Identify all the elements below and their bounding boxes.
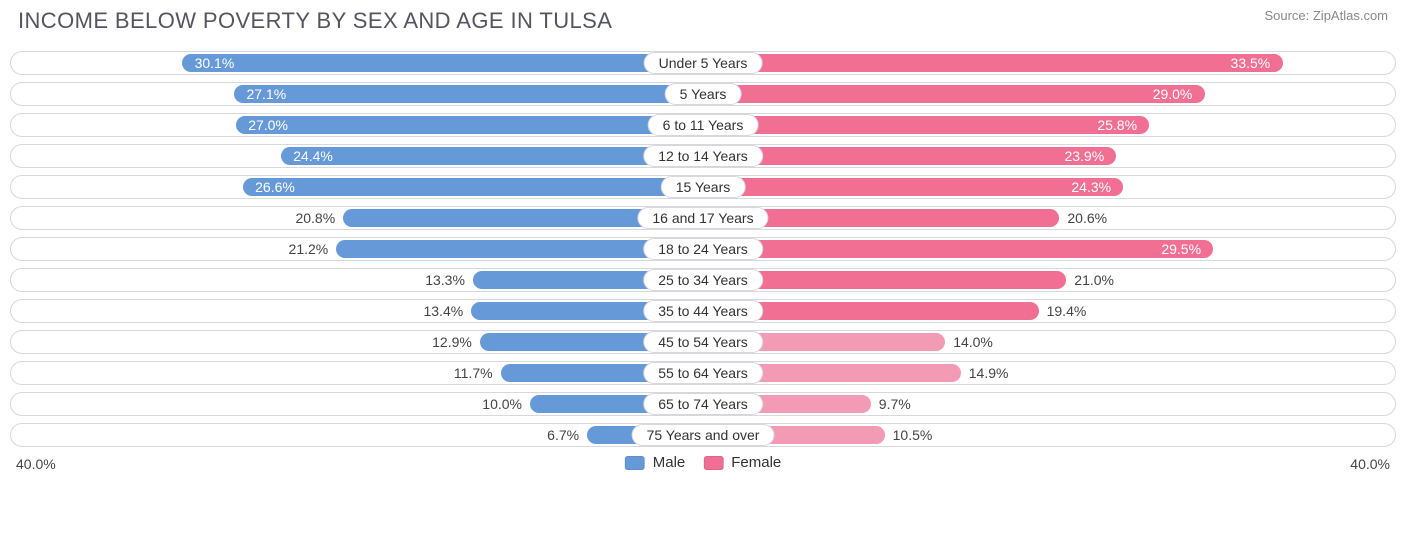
category-pill: Under 5 Years <box>644 52 763 74</box>
chart-title: INCOME BELOW POVERTY BY SEX AND AGE IN T… <box>18 8 612 34</box>
category-pill: 75 Years and over <box>632 424 775 446</box>
female-bar <box>703 178 1123 196</box>
male-value-label: 27.0% <box>248 117 288 133</box>
female-bar <box>703 85 1205 103</box>
male-bar <box>281 147 703 165</box>
female-value-label: 14.9% <box>969 365 1009 381</box>
male-value-label: 6.7% <box>547 427 579 443</box>
category-row: 27.0% 25.8% 6 to 11 Years <box>10 113 1396 137</box>
male-bar <box>236 116 703 134</box>
male-value-label: 10.0% <box>482 396 522 412</box>
chart-source: Source: ZipAtlas.com <box>1264 8 1388 23</box>
category-row: 20.8% 20.6% 16 and 17 Years <box>10 206 1396 230</box>
poverty-pyramid-chart: INCOME BELOW POVERTY BY SEX AND AGE IN T… <box>0 0 1406 486</box>
chart-rows: 30.1% 33.5% Under 5 Years 27.1% 29.0% 5 Years… <box>0 51 1406 447</box>
axis-max-left: 40.0% <box>16 456 56 472</box>
legend-male: Male <box>625 454 686 471</box>
male-value-label: 30.1% <box>195 55 235 71</box>
female-value-label: 33.5% <box>1231 55 1271 71</box>
category-pill: 35 to 44 Years <box>643 300 763 322</box>
female-value-label: 25.8% <box>1097 117 1137 133</box>
female-value-label: 9.7% <box>879 396 911 412</box>
male-value-label: 21.2% <box>289 241 329 257</box>
category-row: 13.3% 21.0% 25 to 34 Years <box>10 268 1396 292</box>
male-value-label: 24.4% <box>293 148 333 164</box>
legend-female: Female <box>703 454 781 471</box>
female-value-label: 10.5% <box>893 427 933 443</box>
male-value-label: 20.8% <box>295 210 335 226</box>
legend: Male Female <box>625 454 782 471</box>
male-value-label: 26.6% <box>255 179 295 195</box>
category-pill: 45 to 54 Years <box>643 331 763 353</box>
legend-label-male: Male <box>653 454 686 471</box>
female-value-label: 23.9% <box>1064 148 1104 164</box>
category-row: 11.7% 14.9% 55 to 64 Years <box>10 361 1396 385</box>
category-pill: 18 to 24 Years <box>643 238 763 260</box>
category-row: 26.6% 24.3% 15 Years <box>10 175 1396 199</box>
category-row: 21.2% 29.5% 18 to 24 Years <box>10 237 1396 261</box>
male-value-label: 27.1% <box>246 86 286 102</box>
category-pill: 6 to 11 Years <box>648 114 759 136</box>
category-pill: 16 and 17 Years <box>637 207 768 229</box>
female-value-label: 14.0% <box>953 334 993 350</box>
male-bar <box>234 85 703 103</box>
category-row: 30.1% 33.5% Under 5 Years <box>10 51 1396 75</box>
female-bar <box>703 147 1116 165</box>
category-pill: 5 Years <box>665 83 742 105</box>
male-value-label: 13.4% <box>423 303 463 319</box>
legend-label-female: Female <box>731 454 781 471</box>
male-bar <box>182 54 703 72</box>
category-pill: 12 to 14 Years <box>643 145 763 167</box>
female-value-label: 24.3% <box>1071 179 1111 195</box>
category-pill: 65 to 74 Years <box>643 393 763 415</box>
axis-max-right: 40.0% <box>1350 456 1390 472</box>
male-value-label: 12.9% <box>432 334 472 350</box>
male-value-label: 13.3% <box>425 272 465 288</box>
female-value-label: 29.5% <box>1161 241 1201 257</box>
female-bar <box>703 240 1213 258</box>
male-bar <box>243 178 703 196</box>
category-pill: 55 to 64 Years <box>643 362 763 384</box>
female-value-label: 19.4% <box>1047 303 1087 319</box>
male-value-label: 11.7% <box>454 365 493 381</box>
axis-legend-row: 40.0% Male Female 40.0% <box>10 454 1396 476</box>
female-value-label: 21.0% <box>1074 272 1114 288</box>
female-bar <box>703 116 1149 134</box>
female-value-label: 29.0% <box>1153 86 1193 102</box>
category-row: 12.9% 14.0% 45 to 54 Years <box>10 330 1396 354</box>
female-bar <box>703 54 1283 72</box>
category-pill: 25 to 34 Years <box>643 269 763 291</box>
category-row: 6.7% 10.5% 75 Years and over <box>10 423 1396 447</box>
category-row: 27.1% 29.0% 5 Years <box>10 82 1396 106</box>
legend-swatch-male <box>625 456 645 470</box>
category-pill: 15 Years <box>661 176 746 198</box>
female-value-label: 20.6% <box>1067 210 1107 226</box>
category-row: 24.4% 23.9% 12 to 14 Years <box>10 144 1396 168</box>
category-row: 10.0% 9.7% 65 to 74 Years <box>10 392 1396 416</box>
chart-header: INCOME BELOW POVERTY BY SEX AND AGE IN T… <box>0 0 1406 44</box>
legend-swatch-female <box>703 456 723 470</box>
category-row: 13.4% 19.4% 35 to 44 Years <box>10 299 1396 323</box>
